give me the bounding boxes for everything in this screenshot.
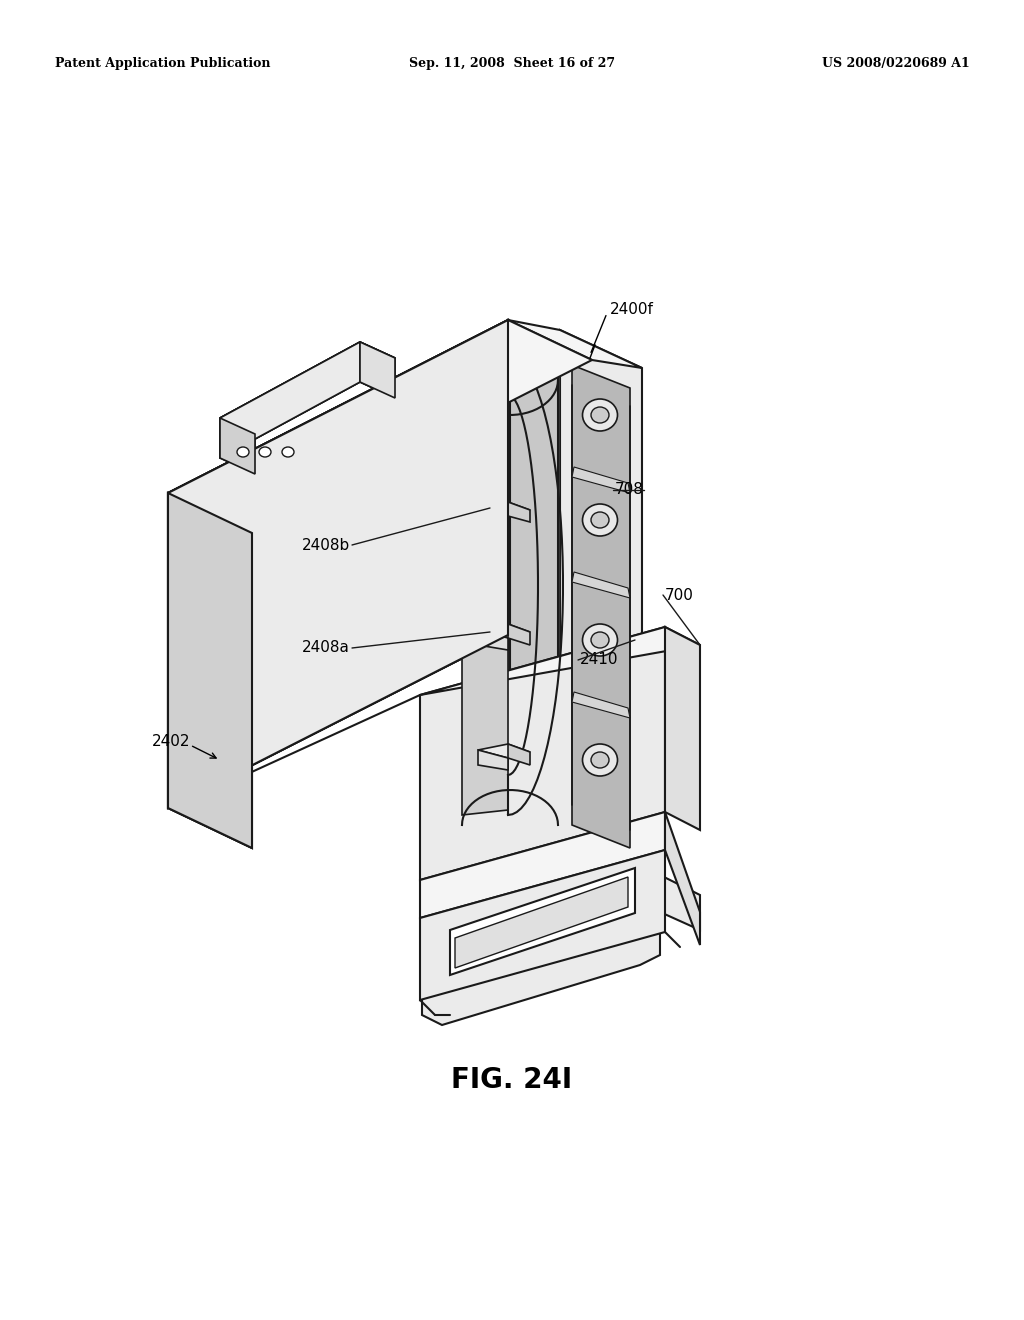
- Polygon shape: [572, 572, 630, 598]
- Polygon shape: [220, 418, 255, 474]
- Ellipse shape: [282, 447, 294, 457]
- Ellipse shape: [583, 504, 617, 536]
- Text: 2408b: 2408b: [302, 537, 350, 553]
- Polygon shape: [168, 319, 508, 808]
- Polygon shape: [220, 418, 255, 474]
- Polygon shape: [455, 876, 628, 968]
- Polygon shape: [508, 502, 530, 521]
- Polygon shape: [420, 850, 665, 1001]
- Polygon shape: [220, 342, 395, 434]
- Polygon shape: [508, 319, 642, 368]
- Ellipse shape: [591, 407, 609, 422]
- Polygon shape: [478, 624, 530, 638]
- Polygon shape: [478, 508, 508, 528]
- Polygon shape: [478, 750, 508, 770]
- Polygon shape: [420, 627, 700, 696]
- Polygon shape: [220, 342, 360, 458]
- Polygon shape: [508, 341, 560, 812]
- Polygon shape: [420, 627, 665, 880]
- Ellipse shape: [259, 447, 271, 457]
- Text: Patent Application Publication: Patent Application Publication: [55, 57, 270, 70]
- Polygon shape: [442, 638, 660, 890]
- Polygon shape: [462, 352, 508, 814]
- Ellipse shape: [237, 447, 249, 457]
- Polygon shape: [168, 319, 508, 808]
- Text: 2402: 2402: [152, 734, 190, 750]
- Ellipse shape: [583, 624, 617, 656]
- Polygon shape: [420, 812, 665, 917]
- Polygon shape: [220, 342, 360, 458]
- Text: US 2008/0220689 A1: US 2008/0220689 A1: [822, 57, 970, 70]
- Polygon shape: [360, 342, 395, 399]
- Polygon shape: [220, 342, 395, 434]
- Ellipse shape: [237, 447, 249, 457]
- Polygon shape: [572, 467, 630, 492]
- Ellipse shape: [591, 512, 609, 528]
- Ellipse shape: [591, 632, 609, 648]
- Text: 2408a: 2408a: [302, 640, 350, 656]
- Text: 2410: 2410: [580, 652, 618, 668]
- Polygon shape: [360, 342, 395, 399]
- Ellipse shape: [583, 744, 617, 776]
- Polygon shape: [572, 692, 630, 718]
- Polygon shape: [508, 744, 530, 766]
- Ellipse shape: [259, 447, 271, 457]
- Text: Sep. 11, 2008  Sheet 16 of 27: Sep. 11, 2008 Sheet 16 of 27: [409, 57, 615, 70]
- Polygon shape: [665, 812, 700, 945]
- Polygon shape: [508, 319, 592, 675]
- Polygon shape: [478, 502, 530, 516]
- Ellipse shape: [583, 399, 617, 432]
- Polygon shape: [168, 319, 592, 533]
- Polygon shape: [560, 330, 642, 858]
- Text: 2400f: 2400f: [610, 302, 654, 318]
- Text: 708: 708: [615, 483, 644, 498]
- Polygon shape: [462, 354, 556, 820]
- Polygon shape: [572, 366, 630, 847]
- Text: 700: 700: [665, 587, 694, 602]
- Polygon shape: [508, 624, 530, 645]
- Polygon shape: [168, 319, 592, 533]
- Ellipse shape: [282, 447, 294, 457]
- Polygon shape: [450, 869, 635, 975]
- Polygon shape: [478, 744, 530, 758]
- Polygon shape: [422, 820, 700, 1026]
- Polygon shape: [640, 638, 660, 830]
- Text: FIG. 24I: FIG. 24I: [452, 1067, 572, 1094]
- Polygon shape: [168, 492, 252, 847]
- Polygon shape: [168, 492, 252, 847]
- Polygon shape: [665, 627, 700, 830]
- Ellipse shape: [591, 752, 609, 768]
- Polygon shape: [478, 630, 508, 649]
